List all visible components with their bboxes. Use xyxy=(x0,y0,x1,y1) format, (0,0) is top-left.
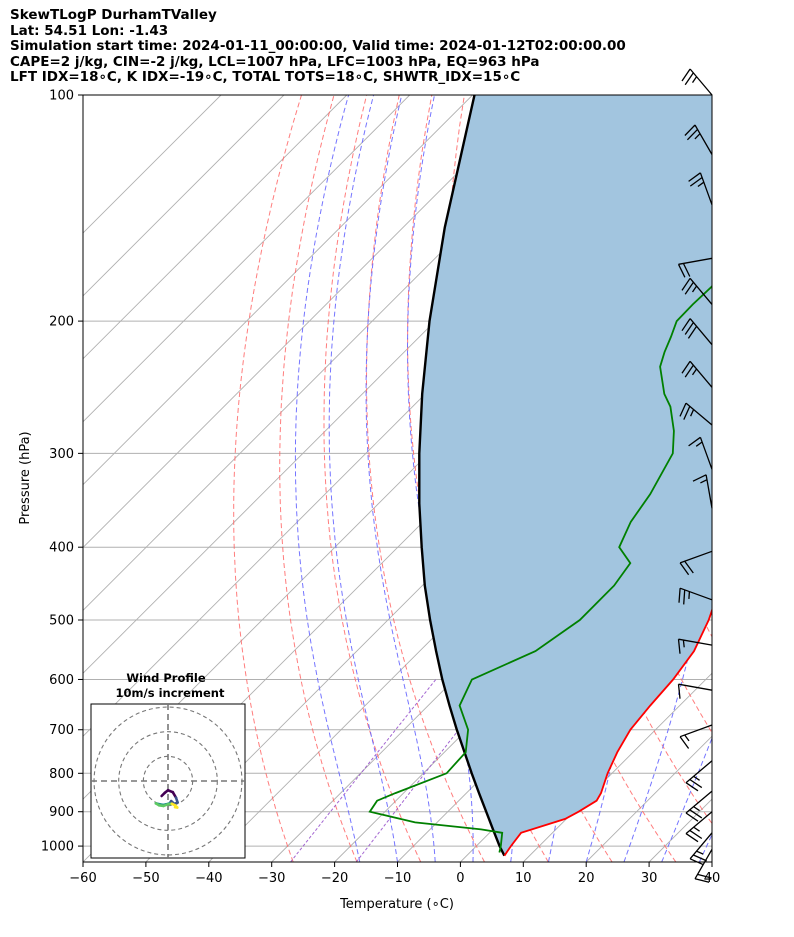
dry-adiabat xyxy=(790,95,794,862)
dry-adiabat xyxy=(279,95,358,862)
wind-barb xyxy=(685,760,713,792)
isotherm-40 xyxy=(711,861,712,862)
wind-barb xyxy=(679,724,713,749)
dry-adiabat xyxy=(233,95,302,862)
x-tick-label: −40 xyxy=(195,871,222,886)
wind-barb xyxy=(694,848,713,883)
chart-title: SkewTLogP DurhamTValley xyxy=(10,7,217,23)
x-tick-label: 10 xyxy=(515,871,532,886)
parcel-profile-line xyxy=(418,95,506,857)
cape-area xyxy=(419,95,712,856)
isotherm--150 xyxy=(83,95,285,297)
isotherm--140 xyxy=(83,95,348,360)
y-tick-label: 900 xyxy=(49,805,74,820)
y-tick-label: 100 xyxy=(49,89,74,104)
temperature-line xyxy=(503,607,712,857)
y-tick-label: 1000 xyxy=(41,840,74,855)
wind-barb xyxy=(679,402,713,426)
wind-barb xyxy=(681,277,713,305)
wind-barb xyxy=(692,474,713,509)
dewpoint-line xyxy=(368,284,712,853)
moist-adiabat xyxy=(661,736,712,862)
y-tick-label: 700 xyxy=(49,723,74,738)
x-tick-label: −30 xyxy=(258,871,285,886)
x-tick-label: 20 xyxy=(578,871,595,886)
wind-barb xyxy=(681,360,713,388)
moist-adiabat xyxy=(294,95,361,862)
stability-indices-line: CAPE=2 j/kg, CIN=-2 j/kg, LCL=1007 hPa, … xyxy=(10,53,540,70)
hodograph-inset: Wind Profile 10m/s increment xyxy=(90,671,246,859)
y-tick-label: 500 xyxy=(49,613,74,628)
wind-barbs xyxy=(677,68,713,883)
x-tick-label: −10 xyxy=(384,871,411,886)
index-summary-line: LFT IDX=18∘C, K IDX=-19∘C, TOTAL TOTS=18… xyxy=(10,69,521,86)
x-tick-label: 0 xyxy=(456,871,464,886)
wind-barb xyxy=(677,257,713,278)
isotherm--110 xyxy=(83,95,536,549)
wind-barb xyxy=(678,587,713,605)
x-tick-label: −50 xyxy=(132,871,159,886)
mixing-ratio-line xyxy=(290,679,437,862)
y-tick-label: 600 xyxy=(49,673,74,688)
isotherm--160 xyxy=(83,95,222,234)
x-axis-label: Temperature (∘C) xyxy=(339,897,454,912)
dry-adiabat xyxy=(758,95,794,862)
wind-barb xyxy=(685,811,713,843)
moist-adiabat xyxy=(328,95,398,862)
location-line: Lat: 54.51 Lon: -1.43 xyxy=(10,22,169,39)
wind-barb xyxy=(685,790,713,822)
wind-barb xyxy=(688,436,713,470)
wind-barb xyxy=(681,318,713,346)
hodograph-title: Wind Profile xyxy=(126,671,206,685)
wind-barb xyxy=(688,172,713,206)
wind-barb xyxy=(684,124,713,155)
axes: −60 −50 −40 −30 −20 −10 0 10 20 30 40 100 200 300 400 5… xyxy=(41,89,720,887)
dry-adiabat xyxy=(725,95,794,862)
x-tick-label: −60 xyxy=(69,871,96,886)
wind-barb xyxy=(679,550,713,576)
y-axis-label: Pressure (hPa) xyxy=(18,431,33,524)
chart-header: SkewTLogP DurhamTValley Lat: 54.51 Lon: … xyxy=(10,7,626,86)
isotherm-10 xyxy=(522,672,712,862)
hodograph-subtitle: 10m/s increment xyxy=(116,686,225,700)
wind-barb xyxy=(677,638,713,654)
y-tick-label: 200 xyxy=(49,315,74,330)
wind-barb xyxy=(677,683,713,699)
hodograph-ring-20 xyxy=(118,731,218,831)
dry-adiabat xyxy=(365,95,485,862)
dry-adiabat xyxy=(323,95,422,862)
x-tick-label: 30 xyxy=(641,871,658,886)
moist-adiabat xyxy=(698,833,712,862)
x-tick-label: −20 xyxy=(321,871,348,886)
wind-barb xyxy=(681,68,713,96)
y-tick-label: 300 xyxy=(49,447,74,462)
hodograph-plot xyxy=(91,704,245,858)
moist-adiabat xyxy=(623,95,712,862)
y-tick-label: 400 xyxy=(49,541,74,556)
simulation-time-line: Simulation start time: 2024-01-11_00:00:… xyxy=(10,38,626,55)
y-tick-label: 800 xyxy=(49,767,74,782)
isotherm--120 xyxy=(83,95,473,486)
x-tick-label: 40 xyxy=(704,871,721,886)
wind-barb xyxy=(689,832,713,866)
isotherm--130 xyxy=(83,95,411,423)
profile-layer xyxy=(368,95,712,857)
